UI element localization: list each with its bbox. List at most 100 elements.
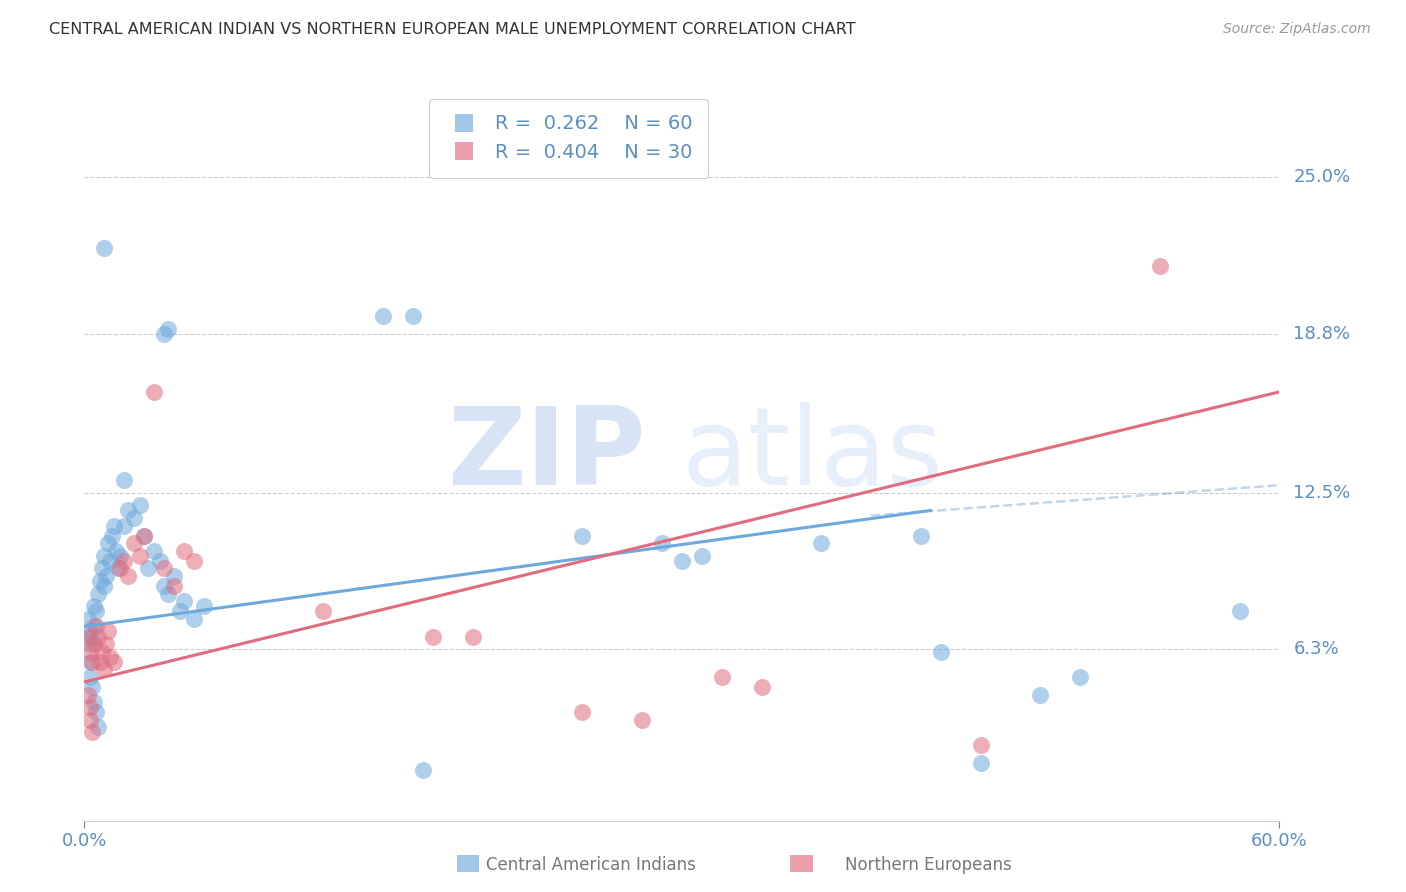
Point — [79, 670, 101, 684]
Point — [77, 612, 100, 626]
Point — [153, 579, 176, 593]
Point — [98, 554, 121, 568]
Point — [82, 630, 104, 644]
Text: Central American Indians: Central American Indians — [485, 856, 696, 874]
Point — [412, 763, 434, 777]
Point — [82, 725, 104, 739]
Point — [112, 554, 135, 568]
Point — [1029, 688, 1052, 702]
Point — [929, 645, 952, 659]
Point — [173, 543, 195, 558]
Point — [93, 549, 115, 563]
Point — [112, 473, 135, 487]
Text: 25.0%: 25.0% — [1294, 169, 1351, 186]
Point — [87, 630, 110, 644]
Point — [402, 309, 425, 323]
Point — [77, 688, 100, 702]
Text: Source: ZipAtlas.com: Source: ZipAtlas.com — [1223, 22, 1371, 37]
Point — [96, 569, 118, 583]
Point — [129, 549, 152, 563]
Point — [83, 619, 105, 633]
Point — [82, 680, 104, 694]
Point — [105, 543, 128, 558]
Point — [153, 561, 176, 575]
Point — [710, 670, 733, 684]
Text: Northern Europeans: Northern Europeans — [845, 856, 1011, 874]
Point — [193, 599, 215, 614]
Point — [810, 536, 832, 550]
Point — [79, 637, 101, 651]
Point — [89, 655, 111, 669]
Point — [103, 655, 125, 669]
Point — [83, 637, 105, 651]
Point — [571, 705, 593, 719]
Point — [101, 528, 124, 542]
Text: ZIP: ZIP — [447, 402, 645, 508]
Point — [173, 594, 195, 608]
Point — [122, 511, 145, 525]
Point — [86, 705, 108, 719]
Point — [79, 713, 101, 727]
Text: atlas: atlas — [682, 402, 943, 508]
Point — [107, 561, 129, 575]
Point — [83, 695, 105, 709]
Point — [136, 561, 159, 575]
Point — [112, 518, 135, 533]
Point — [910, 528, 932, 542]
Point — [970, 738, 993, 752]
Point — [312, 604, 335, 618]
Point — [83, 599, 105, 614]
Point — [671, 554, 693, 568]
Point — [96, 637, 118, 651]
Point — [103, 518, 125, 533]
Point — [110, 561, 132, 575]
Point — [143, 384, 166, 399]
Point — [163, 579, 186, 593]
Point — [97, 624, 120, 639]
Point — [91, 645, 114, 659]
Point — [117, 569, 139, 583]
Point — [110, 549, 132, 563]
Legend: R =  0.262    N = 60, R =  0.404    N = 30: R = 0.262 N = 60, R = 0.404 N = 30 — [429, 99, 707, 178]
Point — [87, 587, 110, 601]
Point — [79, 655, 101, 669]
Point — [153, 326, 176, 341]
Point — [89, 574, 111, 588]
Point — [93, 662, 115, 676]
Point — [631, 713, 654, 727]
Point — [77, 630, 100, 644]
Point — [122, 536, 145, 550]
Point — [82, 655, 104, 669]
Point — [157, 322, 180, 336]
Point — [79, 700, 101, 714]
Point — [93, 241, 115, 255]
Point — [651, 536, 673, 550]
Point — [183, 554, 205, 568]
Text: 6.3%: 6.3% — [1294, 640, 1339, 658]
Point — [79, 645, 101, 659]
Text: CENTRAL AMERICAN INDIAN VS NORTHERN EUROPEAN MALE UNEMPLOYMENT CORRELATION CHART: CENTRAL AMERICAN INDIAN VS NORTHERN EURO… — [49, 22, 856, 37]
Point — [157, 587, 180, 601]
Point — [690, 549, 713, 563]
Point — [132, 528, 156, 542]
Point — [169, 604, 191, 618]
Text: 12.5%: 12.5% — [1294, 483, 1351, 502]
Point — [98, 649, 121, 664]
Point — [1149, 259, 1171, 273]
Point — [163, 569, 186, 583]
Point — [117, 503, 139, 517]
Point — [91, 561, 114, 575]
Point — [751, 680, 773, 694]
Text: 18.8%: 18.8% — [1294, 325, 1350, 343]
Point — [129, 499, 152, 513]
Point — [371, 309, 394, 323]
Point — [183, 612, 205, 626]
Point — [422, 630, 444, 644]
Point — [149, 554, 172, 568]
Point — [79, 624, 101, 639]
Y-axis label: Male Unemployment: Male Unemployment — [0, 368, 8, 541]
Point — [97, 536, 120, 550]
Point — [1229, 604, 1251, 618]
Point — [86, 619, 108, 633]
Point — [571, 528, 593, 542]
